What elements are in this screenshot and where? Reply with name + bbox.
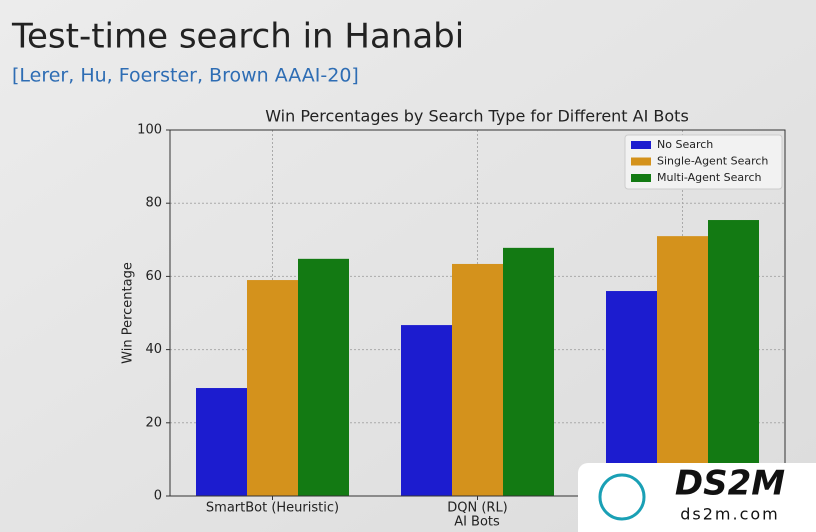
y-tick-label: 40 [145,342,162,357]
bar [708,220,759,496]
watermark-brand: DS2M [675,464,785,504]
y-tick-label: 100 [137,123,162,138]
x-axis-label: AI Bots [454,515,500,530]
y-tick-label: 80 [145,196,162,211]
legend-label: No Search [657,138,713,151]
axes-frame [169,129,786,497]
legend-swatch [631,141,651,149]
y-tick-label: 20 [145,415,162,430]
watermark-logo [598,473,646,521]
plot: 0 20 40 60 80 100 SmartBot (Heuristic) DQN (RL)… [137,123,786,516]
bar [503,247,554,496]
citation: [Lerer, Hu, Foerster, Brown AAAI-20] [12,65,359,87]
x-tick-label: SmartBot (Heuristic) [206,501,339,516]
legend: No Search Single-Agent Search Multi-Agent … [624,134,783,190]
y-tick-label: 60 [145,269,162,284]
legend-swatch [631,157,651,166]
y-tick-label: 0 [154,489,162,504]
bar [247,280,298,496]
watermark: DS2M ds2m.com [578,463,816,532]
slide-title: Test-time search in Hanabi [11,17,464,57]
legend-box [624,134,783,190]
bar [298,258,349,496]
legend-swatch [631,174,651,182]
legend-label: Multi-Agent Search [657,171,761,184]
chart-title: Win Percentages by Search Type for Diffe… [265,107,689,126]
y-axis-label: Win Percentage [121,262,136,364]
x-tick-label: DQN (RL) [447,501,508,516]
bar [196,388,247,496]
bar [452,263,503,496]
bar [606,291,657,496]
watermark-url: ds2m.com [680,505,780,524]
legend-label: Single-Agent Search [657,155,768,168]
bar [657,236,708,496]
bar [401,325,452,496]
